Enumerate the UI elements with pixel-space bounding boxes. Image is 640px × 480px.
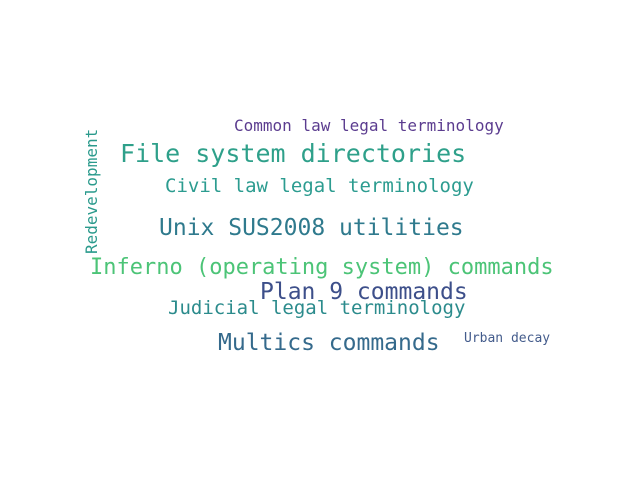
word-civil-law-legal-terminology: Civil law legal terminology <box>165 175 474 197</box>
word-judicial-legal-terminology: Judicial legal terminology <box>168 297 466 319</box>
word-common-law-legal-terminology: Common law legal terminology <box>234 116 504 135</box>
word-unix-sus2008-utilities: Unix SUS2008 utilities <box>159 215 464 241</box>
word-redevelopment: Redevelopment <box>82 128 101 254</box>
word-multics-commands: Multics commands <box>218 330 440 356</box>
word-urban-decay: Urban decay <box>464 331 551 346</box>
word-inferno-commands: Inferno (operating system) commands <box>90 255 554 280</box>
word-plan-9-commands: Plan 9 commands <box>260 279 468 305</box>
word-file-system-directories: File system directories <box>120 139 467 168</box>
